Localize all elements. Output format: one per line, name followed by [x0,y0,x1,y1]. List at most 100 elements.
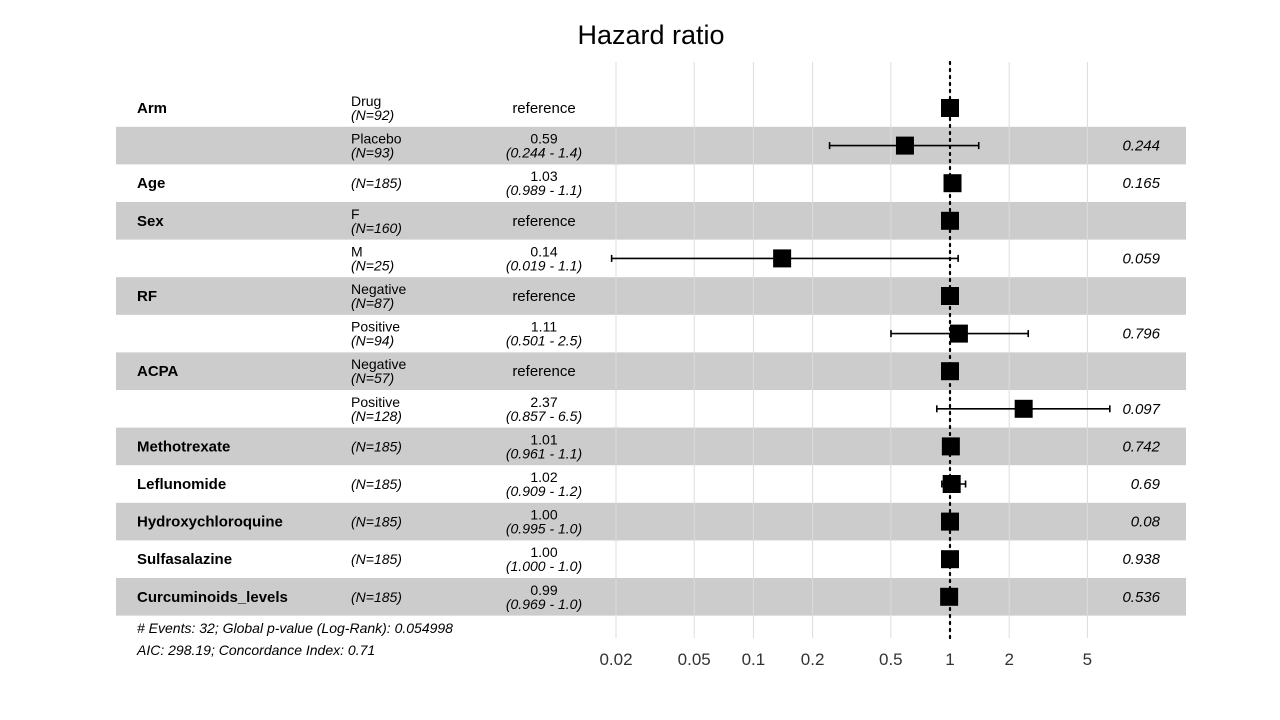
variable-label: Leflunomide [137,476,226,493]
row-band [116,277,1186,315]
ci-label: (0.909 - 1.2) [506,483,582,499]
hr-marker [943,174,962,193]
n-label: (N=57) [351,370,394,386]
ci-label: (0.995 - 1.0) [506,521,582,537]
n-label: (N=128) [351,408,402,424]
variable-label: RF [137,288,157,305]
level-label: Negative [351,356,406,372]
hr-marker [941,512,959,531]
ci-label: (0.857 - 6.5) [506,408,582,424]
estimate-label: 2.37 [530,394,557,410]
estimate-label: reference [512,363,575,380]
row-band [116,578,1186,616]
hr-marker [949,324,968,343]
n-label: (N=185) [351,438,402,454]
ci-label: (0.961 - 1.1) [506,445,582,461]
x-tick-label: 0.2 [801,650,825,669]
estimate-label: reference [512,288,575,305]
level-label: Drug [351,93,381,109]
x-tick-label: 5 [1083,650,1092,669]
n-label: (N=160) [351,220,402,236]
row-band [116,427,1186,466]
level-label: Negative [351,281,406,297]
x-tick-label: 0.05 [678,650,711,669]
table-text-layer: Arm Drug(N=92) referencePlacebo(N=93)0.59(… [137,93,1161,612]
footnote-aic: AIC: 298.19; Concordance Index: 0.71 [137,642,376,658]
variable-label: Sulfasalazine [137,551,232,568]
hr-marker [895,136,914,155]
p-value-label: 0.796 [1122,326,1160,343]
estimate-label: 0.99 [530,582,557,598]
estimate-label: 1.01 [530,431,557,447]
ci-label: (0.969 - 1.0) [506,596,582,612]
hr-marker [941,211,959,230]
estimate-label: reference [512,100,575,117]
level-label: Positive [351,319,400,335]
n-label: (N=185) [351,514,402,530]
row-band [116,352,1186,390]
level-label: F [351,206,360,222]
estimate-label: 0.59 [530,131,557,147]
variable-label: Curcuminoids_levels [137,589,288,606]
n-label: (N=93) [351,145,394,161]
variable-label: Methotrexate [137,438,230,455]
x-tick-label: 0.5 [879,650,903,669]
hr-marker [942,475,961,493]
variable-label: ACPA [137,363,179,380]
estimate-label: 0.14 [530,243,557,259]
chart-title: Hazard ratio [577,20,725,50]
n-label: (N=94) [351,333,394,349]
p-value-label: 0.097 [1122,401,1160,418]
row-shading-layer [116,126,1186,616]
level-label: Positive [351,394,400,410]
axis-layer: 0.02 0.05 0.1 0.2 0.5 1 2 5 [599,60,1092,669]
variable-label: Hydroxychloroquine [137,514,283,531]
estimate-label: 1.03 [530,168,557,184]
p-value-label: 0.165 [1122,175,1160,192]
ci-label: (0.501 - 2.5) [506,333,582,349]
n-label: (N=185) [351,476,402,492]
row-band [116,126,1186,165]
x-tick-label: 0.02 [599,650,632,669]
x-tick-label: 2 [1004,650,1013,669]
gridline-layer [615,62,1088,638]
n-label: (N=87) [351,295,394,311]
p-value-label: 0.244 [1122,138,1160,155]
estimate-label: 1.00 [530,544,557,560]
ci-label: (0.019 - 1.1) [506,257,582,273]
n-label: (N=92) [351,107,394,123]
marker-layer [610,99,1111,606]
variable-label: Age [137,175,165,192]
ci-label: (1.000 - 1.0) [506,558,582,574]
estimate-label: reference [512,213,575,230]
estimate-label: 1.11 [531,319,557,335]
p-value-label: 0.69 [1131,476,1161,493]
x-tick-label: 1 [945,650,954,669]
variable-label: Sex [137,213,164,230]
p-value-label: 0.08 [1131,514,1161,531]
estimate-label: 1.02 [530,469,557,485]
p-value-label: 0.059 [1122,250,1160,267]
footnote-events: # Events: 32; Global p-value (Log-Rank):… [137,620,453,636]
n-label: (N=25) [351,257,394,273]
x-tick-label: 0.1 [742,650,766,669]
estimate-label: 1.00 [530,507,557,523]
p-value-label: 0.742 [1122,438,1160,455]
hr-marker [941,99,959,117]
hr-marker [1014,399,1033,418]
n-label: (N=185) [351,589,402,605]
ci-label: (0.989 - 1.1) [506,182,582,198]
hr-marker [940,587,959,606]
p-value-label: 0.536 [1122,589,1160,606]
p-value-label: 0.938 [1122,551,1160,568]
level-label: M [351,243,363,259]
level-label: Placebo [351,131,402,147]
row-band [116,202,1186,240]
hr-marker [773,249,792,268]
variable-label: Arm [137,100,167,117]
n-label: (N=185) [351,551,402,567]
row-band [116,502,1186,541]
ci-label: (0.244 - 1.4) [506,145,582,161]
n-label: (N=185) [351,175,402,191]
